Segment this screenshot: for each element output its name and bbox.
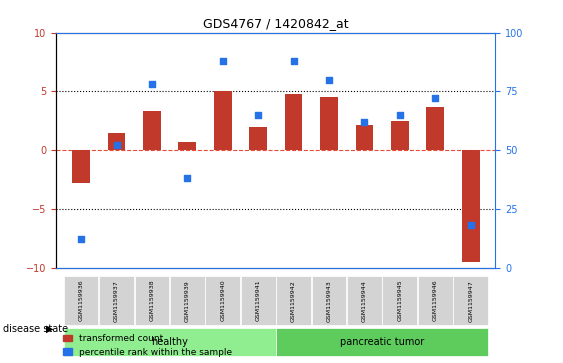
FancyBboxPatch shape [418,277,453,325]
Text: GSM1159937: GSM1159937 [114,280,119,322]
FancyBboxPatch shape [170,277,205,325]
Bar [178,142,196,150]
Bar [391,121,409,150]
Bar [320,97,338,150]
Text: GSM1159946: GSM1159946 [433,280,438,322]
Text: GSM1159944: GSM1159944 [362,280,367,322]
Point [324,77,333,82]
FancyBboxPatch shape [382,277,417,325]
Point [395,112,404,118]
Text: GSM1159945: GSM1159945 [397,280,403,322]
Bar [249,127,267,150]
Point [77,237,86,242]
FancyBboxPatch shape [312,277,346,325]
Text: GSM1159947: GSM1159947 [468,280,473,322]
Text: disease state: disease state [3,323,68,334]
Text: ▶: ▶ [46,323,53,334]
Text: GSM1159940: GSM1159940 [220,280,225,322]
Point [148,81,157,87]
Point [360,119,369,125]
Legend: transformed count, percentile rank within the sample: transformed count, percentile rank withi… [61,333,234,359]
Point [218,58,227,64]
Bar [426,107,444,150]
Bar [285,94,302,150]
Title: GDS4767 / 1420842_at: GDS4767 / 1420842_at [203,17,348,30]
Text: pancreatic tumor: pancreatic tumor [340,337,425,347]
Bar [72,150,90,183]
Text: GSM1159941: GSM1159941 [256,280,261,322]
Point [183,175,192,181]
Bar [108,132,126,150]
Text: GSM1159942: GSM1159942 [291,280,296,322]
Point [289,58,298,64]
Text: GSM1159938: GSM1159938 [149,280,154,322]
FancyBboxPatch shape [453,277,488,325]
FancyBboxPatch shape [276,277,311,325]
Text: healthy: healthy [151,337,188,347]
FancyBboxPatch shape [347,277,382,325]
FancyBboxPatch shape [241,277,275,325]
Bar [462,150,480,262]
FancyBboxPatch shape [276,327,488,356]
Text: GSM1159939: GSM1159939 [185,280,190,322]
Bar [356,126,373,150]
Text: GSM1159936: GSM1159936 [79,280,83,322]
FancyBboxPatch shape [64,277,99,325]
Point [112,143,121,148]
Bar [214,91,231,150]
Text: GSM1159943: GSM1159943 [327,280,332,322]
Point [254,112,263,118]
Bar [143,111,161,150]
FancyBboxPatch shape [205,277,240,325]
Point [431,95,440,101]
FancyBboxPatch shape [99,277,134,325]
FancyBboxPatch shape [64,327,275,356]
FancyBboxPatch shape [135,277,169,325]
Point [466,223,475,228]
